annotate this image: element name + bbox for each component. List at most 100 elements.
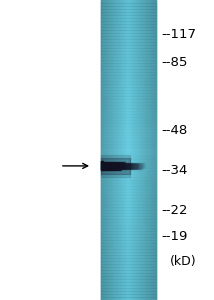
Bar (128, 163, 129, 169)
Bar (144, 0, 145, 300)
Bar (136, 0, 137, 300)
Bar (112, 162, 113, 170)
Bar (105, 0, 106, 300)
Bar (122, 0, 123, 300)
Bar (140, 163, 141, 169)
Bar (145, 164, 146, 168)
Bar (101, 114, 156, 117)
Bar (101, 42, 156, 45)
Bar (107, 0, 108, 300)
Bar (101, 39, 156, 42)
Bar (137, 0, 138, 300)
Bar (101, 12, 156, 15)
Bar (134, 163, 135, 169)
Bar (111, 162, 112, 170)
Bar (101, 258, 156, 261)
Bar (119, 0, 120, 300)
Bar (135, 163, 136, 169)
Bar (101, 3, 156, 6)
Bar (101, 123, 156, 126)
Bar (101, 75, 156, 78)
Bar (102, 0, 103, 300)
Bar (139, 163, 140, 169)
Bar (142, 163, 143, 169)
Bar (138, 163, 139, 169)
Bar (101, 45, 156, 48)
Bar (147, 164, 148, 168)
Bar (101, 276, 156, 279)
Bar (101, 210, 156, 213)
Bar (123, 0, 124, 300)
Bar (149, 0, 150, 300)
Bar (123, 162, 124, 169)
Bar (101, 0, 156, 3)
Bar (129, 163, 130, 169)
Bar (101, 0, 102, 300)
Bar (126, 163, 127, 169)
Bar (133, 163, 134, 169)
Bar (129, 0, 130, 300)
Bar (101, 270, 156, 273)
Bar (101, 144, 156, 147)
Bar (101, 135, 156, 138)
Bar (118, 162, 119, 169)
Bar (101, 246, 156, 249)
Bar (106, 162, 107, 170)
Bar (101, 54, 156, 57)
Bar (101, 291, 156, 294)
Bar (101, 228, 156, 231)
Bar (101, 9, 156, 12)
Bar (137, 163, 138, 169)
Bar (101, 249, 156, 252)
Bar (101, 57, 156, 60)
Bar (101, 6, 156, 9)
Bar (117, 0, 118, 300)
Bar (101, 282, 156, 285)
Bar (101, 69, 156, 72)
Bar (130, 163, 131, 169)
Bar (101, 66, 156, 69)
Bar (101, 99, 156, 102)
Bar (101, 201, 156, 204)
Bar (101, 168, 156, 171)
Bar (101, 207, 156, 210)
Bar (109, 162, 110, 170)
Bar (107, 162, 108, 170)
Bar (138, 0, 139, 300)
Bar (121, 162, 122, 169)
Bar (101, 161, 102, 170)
Bar (121, 0, 122, 300)
Bar (108, 0, 109, 300)
Bar (101, 231, 156, 234)
Bar (101, 279, 156, 282)
Bar (101, 213, 156, 216)
Bar (130, 0, 131, 300)
Bar (103, 161, 104, 170)
Text: --34: --34 (162, 164, 188, 178)
Bar (101, 255, 156, 258)
Bar (101, 156, 156, 159)
Bar (101, 243, 156, 246)
Bar (135, 0, 136, 300)
Bar (153, 0, 154, 300)
Bar (132, 0, 133, 300)
Bar (101, 150, 156, 153)
Bar (101, 27, 156, 30)
Bar (101, 24, 156, 27)
Bar (101, 158, 130, 174)
Bar (101, 129, 156, 132)
Bar (125, 163, 126, 169)
Bar (127, 0, 128, 300)
Bar (101, 111, 156, 114)
Bar (120, 0, 121, 300)
Bar (144, 164, 145, 168)
Bar (120, 162, 121, 169)
Bar (115, 0, 116, 300)
Bar (101, 180, 156, 183)
Bar (131, 0, 132, 300)
Bar (101, 87, 156, 90)
Bar (118, 0, 119, 300)
Bar (101, 132, 156, 135)
Bar (124, 0, 125, 300)
Bar (101, 267, 156, 270)
